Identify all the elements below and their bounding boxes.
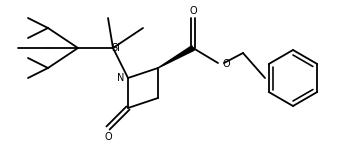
- Text: O: O: [104, 132, 112, 142]
- Text: Si: Si: [112, 43, 120, 53]
- Text: N: N: [117, 73, 125, 83]
- Polygon shape: [158, 46, 194, 68]
- Text: O: O: [222, 59, 230, 69]
- Text: O: O: [189, 6, 197, 16]
